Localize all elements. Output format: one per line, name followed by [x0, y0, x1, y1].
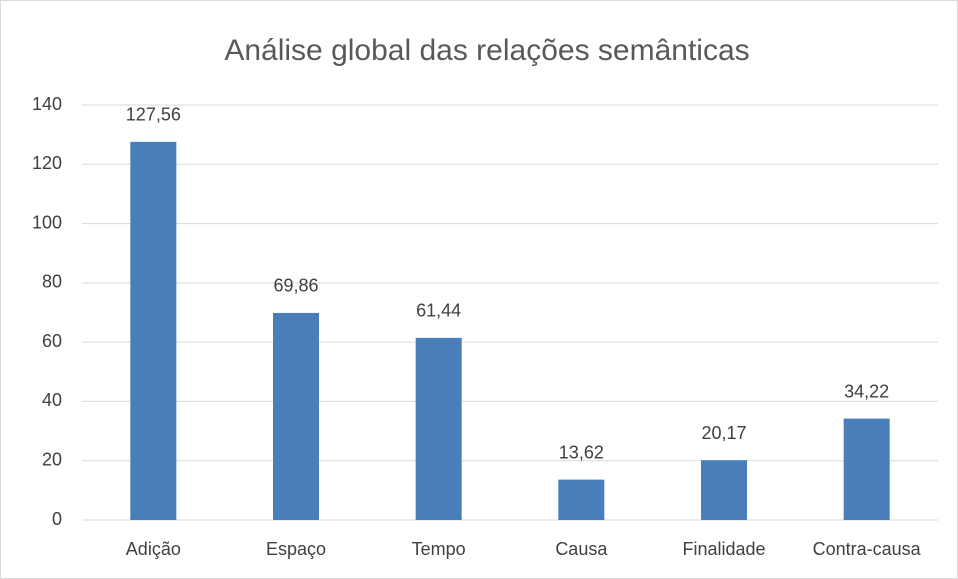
bar: [130, 141, 177, 520]
x-tick-label: Tempo: [412, 539, 466, 559]
data-label: 127,56: [126, 105, 181, 125]
y-tick-label: 120: [32, 153, 62, 173]
x-tick-label: Contra-causa: [813, 539, 922, 559]
data-label: 69,86: [273, 276, 318, 296]
x-tick-label: Espaço: [266, 539, 326, 559]
y-tick-label: 80: [42, 272, 62, 292]
data-label: 13,62: [559, 442, 604, 462]
y-tick-label: 60: [42, 331, 62, 351]
chart-title: Análise global das relações semânticas: [224, 34, 749, 67]
bar: [843, 418, 890, 520]
x-tick-label: Finalidade: [682, 539, 765, 559]
bar: [558, 479, 605, 520]
data-label: 20,17: [701, 423, 746, 443]
bar: [273, 312, 319, 520]
bar: [701, 460, 747, 520]
y-tick-label: 20: [42, 449, 62, 469]
bar: [415, 337, 462, 520]
y-tick-label: 140: [32, 94, 62, 114]
data-label: 61,44: [416, 301, 461, 321]
x-tick-label: Adição: [126, 539, 181, 559]
y-tick-label: 0: [52, 509, 62, 529]
data-label: 34,22: [844, 381, 889, 401]
y-tick-label: 100: [32, 212, 62, 232]
y-tick-label: 40: [42, 390, 62, 410]
x-tick-label: Causa: [555, 539, 608, 559]
